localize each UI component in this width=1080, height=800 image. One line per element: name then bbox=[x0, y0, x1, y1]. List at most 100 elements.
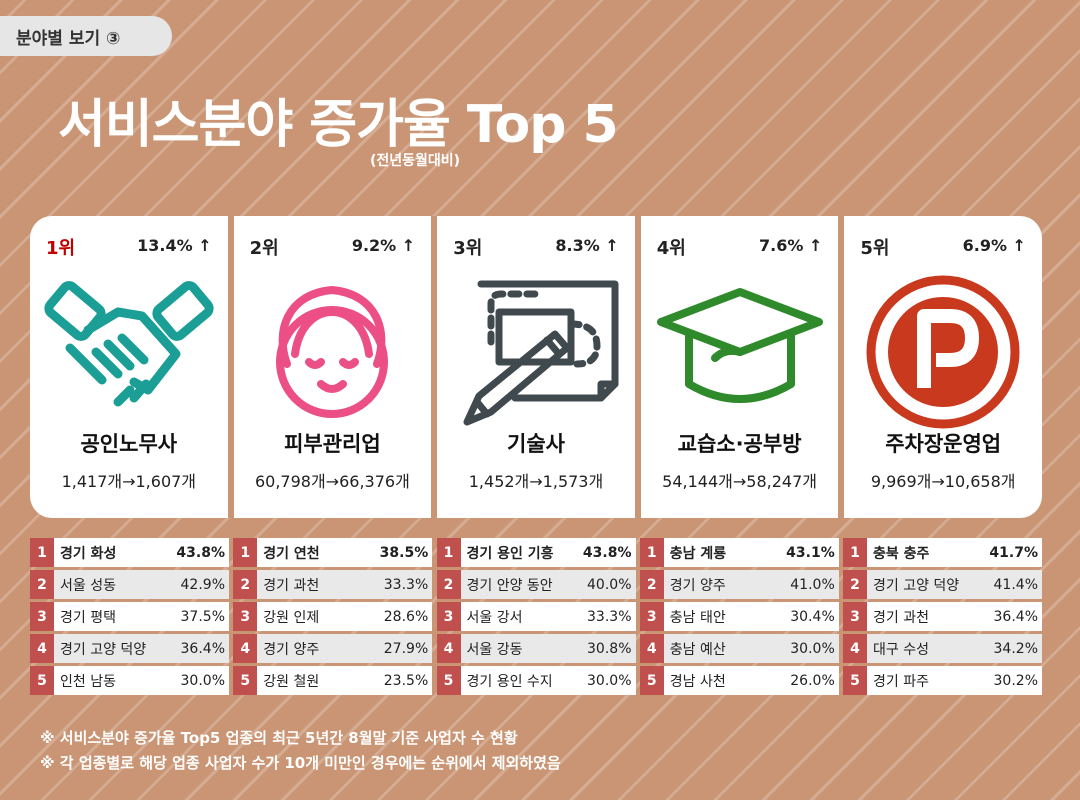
rank-number: 1 bbox=[436, 538, 461, 567]
table-row: 3 서울 강서 33.3% bbox=[436, 602, 636, 631]
growth-rate: 7.6% ↑ bbox=[759, 236, 823, 255]
ranking-table-4: 1 충남 계룡 43.1% 2 경기 양주 41.0% 3 충남 태안 30.4% 4 충남 … bbox=[639, 538, 839, 695]
region-name: 경기 평택 bbox=[60, 609, 116, 626]
page-subtitle: (전년동월대비) bbox=[370, 153, 461, 169]
drawing-pencil-icon bbox=[463, 280, 619, 426]
rank-number: 2 bbox=[639, 570, 664, 599]
rank-number: 2 bbox=[843, 570, 867, 599]
rank-number: 3 bbox=[233, 602, 258, 631]
region-name: 충북 충주 bbox=[873, 545, 930, 562]
region-name: 경기 화성 bbox=[60, 545, 117, 562]
table-row: 2 경기 안양 동안 40.0% bbox=[436, 570, 636, 599]
rank-number: 1 bbox=[843, 538, 867, 567]
rank-label: 1위 bbox=[46, 238, 76, 259]
rank-label: 3위 bbox=[453, 238, 483, 259]
growth-pct: 42.9% bbox=[180, 576, 225, 593]
growth-pct: 37.5% bbox=[180, 608, 225, 625]
growth-pct: 43.8% bbox=[582, 544, 632, 561]
region-name: 경기 양주 bbox=[263, 641, 320, 658]
rank-number: 2 bbox=[436, 570, 461, 599]
region-name: 경남 사천 bbox=[669, 673, 726, 690]
table-row: 4 충남 예산 30.0% bbox=[639, 634, 839, 663]
table-row: 2 서울 성동 42.9% bbox=[30, 570, 229, 599]
growth-pct: 38.5% bbox=[379, 544, 429, 561]
growth-pct: 36.4% bbox=[993, 608, 1038, 625]
industry-name: 주차장운영업 bbox=[885, 432, 1002, 456]
region-name: 경기 과천 bbox=[263, 577, 320, 594]
growth-pct: 36.4% bbox=[180, 640, 225, 657]
ranking-table-2: 1 경기 연천 38.5% 2 경기 과천 33.3% 3 강원 인제 28.6% 4 경기 … bbox=[233, 538, 433, 695]
region-name: 경기 파주 bbox=[873, 673, 929, 690]
table-row: 2 경기 고양 덕양 41.4% bbox=[843, 570, 1042, 599]
table-row: 3 경기 평택 37.5% bbox=[30, 602, 229, 631]
rank-number: 4 bbox=[30, 634, 54, 663]
rank-label: 4위 bbox=[656, 238, 686, 259]
region-name: 서울 강서 bbox=[466, 609, 523, 626]
growth-pct: 30.2% bbox=[993, 672, 1038, 689]
industry-name: 공인노무사 bbox=[80, 432, 178, 456]
rank-number: 5 bbox=[30, 666, 54, 695]
handshake-icon bbox=[44, 281, 214, 407]
growth-pct: 27.9% bbox=[383, 640, 429, 657]
table-row: 4 서울 강동 30.8% bbox=[436, 634, 636, 663]
rank-number: 3 bbox=[436, 602, 461, 631]
growth-pct: 26.0% bbox=[790, 672, 835, 689]
growth-pct: 41.0% bbox=[790, 576, 835, 593]
growth-pct: 28.6% bbox=[383, 608, 429, 625]
growth-rate: 9.2% ↑ bbox=[351, 236, 416, 255]
growth-pct: 30.0% bbox=[790, 640, 835, 657]
rank-number: 3 bbox=[639, 602, 664, 631]
ranking-table-1: 1 경기 화성 43.8% 2 서울 성동 42.9% 3 경기 평택 37.5% 4 경기 … bbox=[30, 538, 229, 695]
industry-card-4: 4위 7.6% ↑ 교습소·공부방 54,144개→58,247개 bbox=[641, 216, 845, 518]
footnote: ※ 각 업종별로 해당 업종 사업자 수가 10개 미만인 경우에는 순위에서 … bbox=[40, 754, 561, 772]
region-name: 서울 강동 bbox=[466, 641, 523, 658]
region-name: 대구 수성 bbox=[873, 641, 929, 658]
industry-name: 피부관리업 bbox=[284, 432, 381, 456]
page-title: 서비스분야 증가율 Top 5 bbox=[58, 95, 619, 155]
industry-card-5: 5위 6.9% ↑ 주차장운영업 9,969개→10,658개 bbox=[844, 216, 1042, 518]
region-name: 경기 과천 bbox=[873, 609, 929, 626]
table-row: 1 충북 충주 41.7% bbox=[843, 538, 1042, 567]
industry-name: 기술사 bbox=[507, 432, 565, 456]
growth-pct: 33.3% bbox=[587, 608, 632, 625]
growth-pct: 40.0% bbox=[587, 576, 632, 593]
business-counts: 9,969개→10,658개 bbox=[870, 472, 1016, 491]
rank-number: 4 bbox=[436, 634, 461, 663]
rank-number: 4 bbox=[843, 634, 867, 663]
table-row: 3 강원 인제 28.6% bbox=[233, 602, 433, 631]
growth-pct: 30.8% bbox=[587, 640, 632, 657]
industry-name: 교습소·공부방 bbox=[677, 432, 802, 456]
parking-icon bbox=[866, 275, 1020, 429]
table-row: 2 경기 과천 33.3% bbox=[233, 570, 433, 599]
growth-pct: 41.4% bbox=[993, 576, 1038, 593]
region-name: 충남 예산 bbox=[669, 641, 726, 658]
region-name: 강원 인제 bbox=[263, 609, 320, 626]
rank-number: 3 bbox=[30, 602, 54, 631]
table-row: 3 경기 과천 36.4% bbox=[843, 602, 1042, 631]
rank-number: 5 bbox=[233, 666, 258, 695]
table-row: 4 경기 고양 덕양 36.4% bbox=[30, 634, 229, 663]
table-row: 1 경기 용인 기흥 43.8% bbox=[436, 538, 636, 567]
table-row: 5 경남 사천 26.0% bbox=[639, 666, 839, 695]
business-counts: 1,452개→1,573개 bbox=[468, 472, 604, 491]
table-row: 4 대구 수성 34.2% bbox=[843, 634, 1042, 663]
rank-number: 2 bbox=[30, 570, 54, 599]
table-row: 5 경기 파주 30.2% bbox=[843, 666, 1042, 695]
ranking-table-3: 1 경기 용인 기흥 43.8% 2 경기 안양 동안 40.0% 3 서울 강서 33.3… bbox=[436, 538, 636, 695]
table-row: 3 충남 태안 30.4% bbox=[639, 602, 839, 631]
ranking-table-5: 1 충북 충주 41.7% 2 경기 고양 덕양 41.4% 3 경기 과천 36.4% 4… bbox=[843, 538, 1042, 695]
rank-number: 4 bbox=[233, 634, 258, 663]
region-name: 경기 용인 수지 bbox=[466, 673, 553, 690]
industry-card-1: 1위 13.4% ↑ 공인노무사 1,417개→1,607개 bbox=[30, 216, 234, 518]
rank-number: 1 bbox=[30, 538, 54, 567]
region-name: 경기 안양 동안 bbox=[466, 577, 553, 594]
table-row: 5 강원 철원 23.5% bbox=[233, 666, 433, 695]
growth-pct: 34.2% bbox=[993, 640, 1038, 657]
rank-number: 3 bbox=[843, 602, 867, 631]
rank-number: 1 bbox=[233, 538, 258, 567]
rank-number: 2 bbox=[233, 570, 258, 599]
region-name: 경기 용인 기흥 bbox=[466, 545, 554, 562]
face-towel-icon bbox=[276, 285, 389, 418]
growth-pct: 43.8% bbox=[176, 544, 225, 561]
growth-rate: 8.3% ↑ bbox=[555, 236, 619, 255]
